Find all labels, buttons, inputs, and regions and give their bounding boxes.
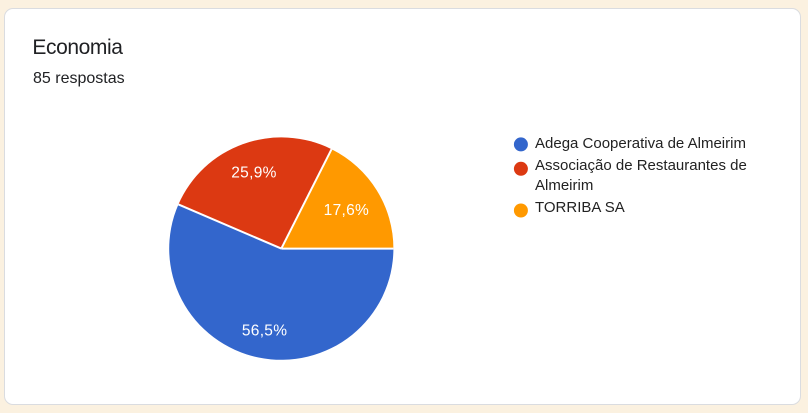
svg-text:25,9%: 25,9% [231,165,276,182]
svg-text:56,5%: 56,5% [242,323,287,340]
svg-text:17,6%: 17,6% [324,202,369,219]
